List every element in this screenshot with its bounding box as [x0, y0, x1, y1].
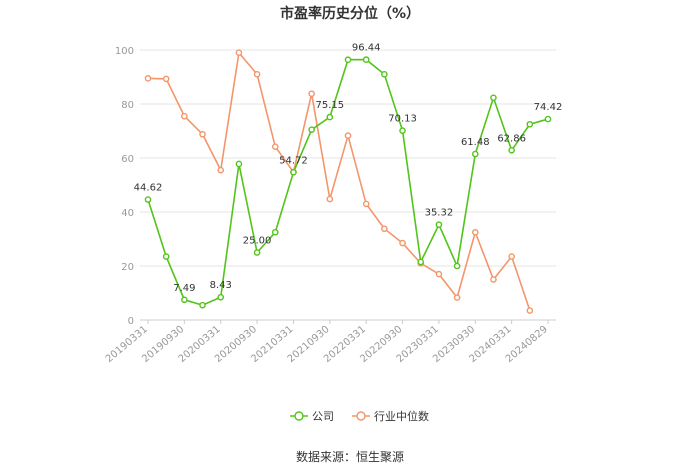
- data-point: [144, 75, 152, 82]
- data-point: [344, 56, 352, 64]
- data-point: [435, 221, 443, 228]
- x-axis-ticks: 2019033120190930202003312020093020210331…: [104, 320, 550, 365]
- y-tick-label: 100: [115, 46, 134, 57]
- data-point: [235, 160, 243, 168]
- data-point: [181, 296, 188, 304]
- data-label: 8.43: [210, 280, 232, 291]
- data-point: [544, 115, 552, 123]
- data-point: [508, 146, 515, 154]
- data-point: [235, 49, 243, 57]
- legend[interactable]: 公司 行业中位数: [290, 409, 429, 423]
- data-point: [217, 293, 225, 301]
- data-point: [381, 225, 388, 233]
- data-labels: 44.62 7.49 8.43 25.00 54.72 75.15 96.44 70.13 35…: [134, 43, 563, 294]
- legend-label: 公司: [312, 410, 334, 423]
- y-tick-label: 40: [121, 208, 134, 219]
- data-label: 7.49: [173, 283, 195, 294]
- data-label: 44.62: [134, 183, 163, 194]
- data-label: 25.00: [243, 236, 272, 247]
- data-point: [435, 270, 443, 278]
- series-lines: [147, 50, 549, 311]
- data-point: [362, 200, 370, 208]
- data-point: [144, 196, 152, 203]
- chart-title: 市盈率历史分位（%）: [280, 5, 420, 22]
- data-point: [471, 150, 479, 158]
- data-label: 54.72: [279, 155, 308, 166]
- gridlines: [140, 49, 556, 267]
- data-point: [308, 90, 315, 98]
- data-label: 61.48: [461, 137, 490, 148]
- y-tick-label: 0: [128, 316, 134, 327]
- y-tick-label: 20: [121, 262, 134, 273]
- series-line: [147, 58, 549, 306]
- data-label: 70.13: [388, 114, 417, 125]
- data-point: [162, 253, 170, 260]
- data-point: [253, 249, 261, 256]
- y-tick-label: 80: [121, 100, 134, 111]
- data-label: 75.15: [315, 100, 344, 111]
- data-point: [381, 71, 388, 78]
- data-point: [290, 168, 297, 176]
- data-point: [253, 71, 261, 78]
- y-axis-ticks: 0 20 40 60 80 100: [115, 46, 134, 327]
- series-line: [147, 50, 531, 311]
- data-label: 62.86: [497, 133, 526, 144]
- data-point: [199, 130, 206, 138]
- data-point: [271, 228, 279, 236]
- data-point: [399, 239, 406, 247]
- legend-swatch-marker: [294, 411, 304, 421]
- data-point: [417, 258, 425, 266]
- data-label: 74.42: [534, 102, 563, 113]
- data-point: [399, 127, 406, 134]
- data-label: 35.32: [425, 208, 454, 219]
- y-tick-label: 60: [121, 154, 134, 165]
- data-point: [344, 132, 352, 139]
- data-point: [217, 166, 225, 174]
- data-point: [490, 94, 497, 102]
- data-point: [326, 195, 334, 203]
- data-point: [199, 301, 206, 309]
- legend-label: 行业中位数: [374, 409, 429, 423]
- source-note: 数据来源：恒生聚源: [296, 449, 404, 464]
- data-point: [271, 143, 279, 150]
- data-point: [526, 307, 534, 314]
- data-point: [490, 276, 497, 283]
- data-label: 96.44: [352, 43, 381, 54]
- data-point: [526, 120, 534, 128]
- legend-swatch-marker: [356, 411, 366, 421]
- data-point: [162, 75, 170, 83]
- data-point: [453, 262, 461, 270]
- data-point: [508, 253, 515, 260]
- data-point: [362, 56, 370, 63]
- series-points: [144, 49, 552, 314]
- data-point: [326, 113, 334, 121]
- data-point: [471, 228, 479, 236]
- data-point: [181, 112, 188, 120]
- data-point: [308, 126, 315, 133]
- data-point: [453, 294, 461, 301]
